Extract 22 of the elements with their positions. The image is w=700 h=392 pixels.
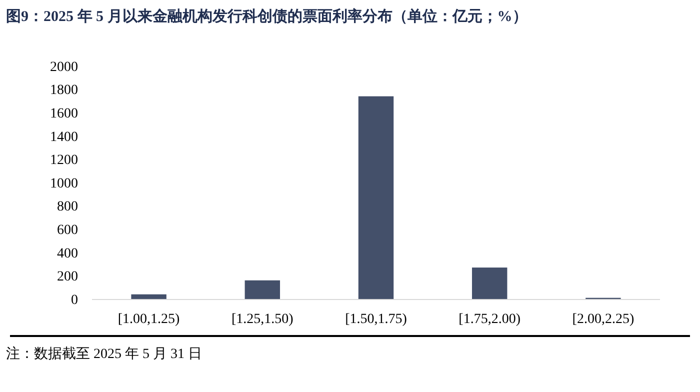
y-tick-label: 1400 xyxy=(50,130,78,145)
y-tick-label: 2000 xyxy=(50,60,78,75)
y-tick-label: 1800 xyxy=(50,83,78,98)
bar xyxy=(358,96,394,299)
chart-title: 图9：2025 年 5 月以来金融机构发行科创债的票面利率分布（单位：亿元；%） xyxy=(6,7,528,25)
x-tick-label: [1.50,1.75) xyxy=(345,312,408,327)
x-tick-label: [1.00,1.25) xyxy=(118,312,180,327)
y-tick-label: 1600 xyxy=(50,106,78,122)
bar xyxy=(131,294,166,299)
y-tick-label: 800 xyxy=(57,200,78,215)
y-tick-label: 0 xyxy=(71,292,78,308)
y-tick-label: 600 xyxy=(57,223,78,238)
text: 注：数据截至 2025 年 5 月 31 日 xyxy=(6,346,202,362)
y-tick-label: 200 xyxy=(57,270,78,285)
x-tick-label: [1.75,2.00) xyxy=(458,312,521,327)
y-tick-label: 1200 xyxy=(50,153,78,168)
x-tick-label: [1.25,1.50) xyxy=(231,312,294,327)
y-tick-label: 1000 xyxy=(50,176,78,192)
x-tick-label: [2.00,2.25) xyxy=(572,312,634,327)
bar xyxy=(244,280,280,299)
bar xyxy=(472,268,508,299)
y-tick-label: 400 xyxy=(57,246,78,262)
